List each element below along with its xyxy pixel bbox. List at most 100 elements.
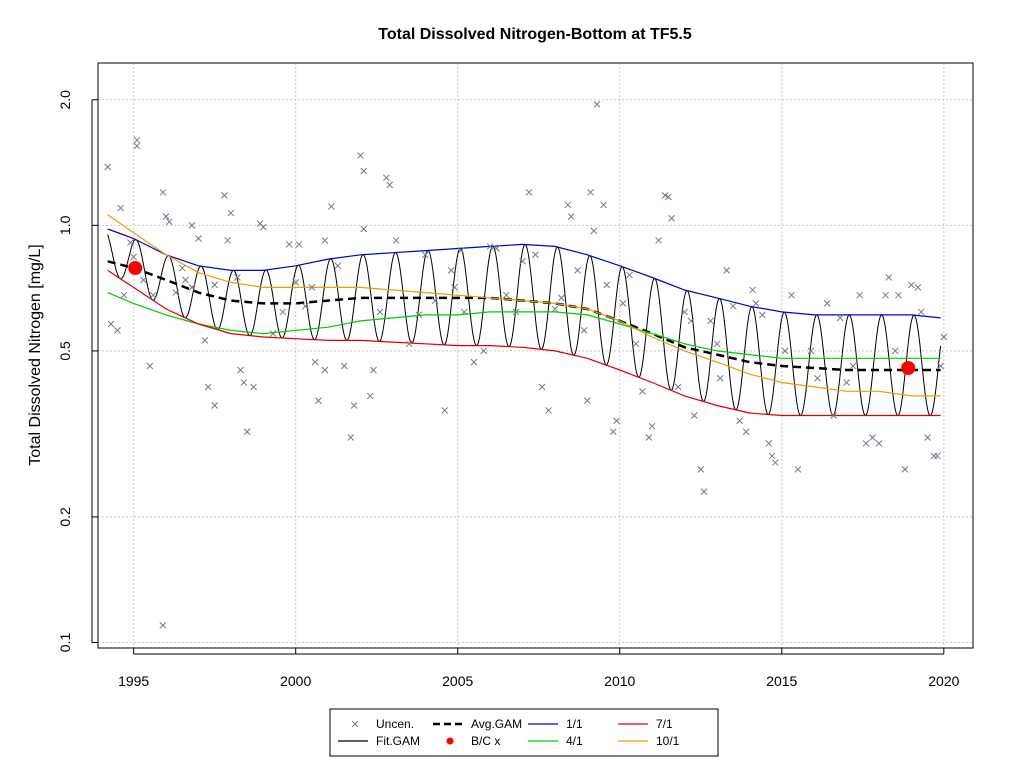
uncensored-point xyxy=(697,466,705,473)
uncensored-point xyxy=(311,358,319,366)
point-stroke xyxy=(807,347,815,355)
legend-box xyxy=(329,708,719,757)
point-stroke xyxy=(933,452,941,460)
point-stroke xyxy=(302,302,309,310)
series-1-1 xyxy=(107,228,941,319)
uncensored-point xyxy=(729,302,737,310)
uncensored-point xyxy=(564,201,572,209)
point-stroke xyxy=(383,174,390,182)
uncensored-point xyxy=(648,422,656,430)
uncensored-point xyxy=(211,281,219,289)
uncensored-point xyxy=(545,407,552,414)
point-stroke xyxy=(165,218,173,226)
uncensored-point xyxy=(201,337,209,344)
point-stroke xyxy=(917,308,925,316)
uncensored-point xyxy=(140,276,147,284)
point-stroke xyxy=(140,276,147,284)
uncensored-point xyxy=(668,214,675,222)
uncensored-point xyxy=(752,300,760,307)
uncensored-point xyxy=(849,362,857,370)
point-stroke xyxy=(405,340,413,348)
uncensored-point xyxy=(107,320,115,328)
point-stroke xyxy=(211,281,219,289)
point-stroke xyxy=(924,434,931,441)
uncensored-point xyxy=(519,257,526,265)
x-tick-label: 2000 xyxy=(280,673,311,689)
point-stroke xyxy=(768,452,776,460)
point-stroke xyxy=(639,387,646,395)
uncensored-point xyxy=(933,452,941,460)
uncensored-point xyxy=(415,311,423,319)
point-stroke xyxy=(159,621,167,629)
uncensored-point xyxy=(674,383,682,391)
point-stroke xyxy=(765,440,773,447)
point-stroke xyxy=(104,163,112,171)
uncensored-point xyxy=(224,237,231,244)
uncensored-point xyxy=(823,300,831,307)
point-stroke xyxy=(120,291,128,299)
uncensored-point xyxy=(204,383,212,391)
point-stroke xyxy=(269,330,277,337)
uncensored-point xyxy=(227,209,235,217)
uncensored-point xyxy=(159,621,167,629)
uncensored-point xyxy=(250,383,257,391)
point-stroke xyxy=(133,136,141,144)
uncensored-point xyxy=(376,308,384,316)
series-10-1 xyxy=(107,214,941,397)
point-stroke xyxy=(204,383,212,391)
x-tick-label: 2005 xyxy=(442,673,473,689)
uncensored-point xyxy=(532,251,539,259)
point-stroke xyxy=(532,251,539,259)
uncensored-point xyxy=(451,284,458,291)
uncensored-point xyxy=(600,201,607,209)
point-stroke xyxy=(240,379,248,386)
legend-item: Fit.GAM xyxy=(338,734,420,748)
point-stroke xyxy=(431,297,439,304)
uncensored-point xyxy=(681,308,688,316)
point-stroke xyxy=(340,362,348,370)
point-stroke xyxy=(421,251,429,259)
point-stroke xyxy=(130,253,138,261)
point-stroke xyxy=(713,340,721,348)
point-stroke xyxy=(665,193,672,201)
uncensored-point xyxy=(875,440,883,447)
uncensored-point xyxy=(457,247,465,254)
uncensored-point xyxy=(639,387,646,395)
point-stroke xyxy=(117,204,125,212)
point-stroke xyxy=(632,340,640,348)
point-stroke xyxy=(551,305,559,313)
point-stroke xyxy=(195,235,202,242)
point-stroke xyxy=(590,227,598,235)
uncensored-point xyxy=(292,278,300,286)
uncensored-point xyxy=(885,274,893,281)
uncensored-point xyxy=(308,284,316,291)
point-stroke xyxy=(538,383,546,391)
point-stroke xyxy=(188,221,196,229)
uncensored-point xyxy=(104,163,112,171)
point-stroke xyxy=(159,188,167,196)
uncensored-point xyxy=(127,239,134,246)
uncensored-point xyxy=(240,379,248,386)
uncensored-point xyxy=(830,412,838,419)
uncensored-point xyxy=(269,330,277,337)
uncensored-point xyxy=(716,374,724,382)
uncensored-point xyxy=(856,291,863,299)
uncensored-point xyxy=(327,203,335,210)
uncensored-point xyxy=(480,347,488,355)
uncensored-point xyxy=(133,136,141,144)
point-stroke xyxy=(201,337,209,344)
point-stroke xyxy=(243,428,251,436)
point-stroke xyxy=(781,347,789,355)
point-stroke xyxy=(609,428,617,436)
point-stroke xyxy=(788,291,795,299)
point-stroke xyxy=(849,362,857,370)
uncensored-point xyxy=(120,291,128,299)
point-stroke xyxy=(674,383,682,391)
point-stroke xyxy=(451,284,458,291)
point-stroke xyxy=(376,308,384,316)
point-stroke xyxy=(321,366,329,374)
uncensored-point xyxy=(587,188,594,196)
uncensored-point xyxy=(814,374,821,382)
point-stroke xyxy=(862,440,870,447)
